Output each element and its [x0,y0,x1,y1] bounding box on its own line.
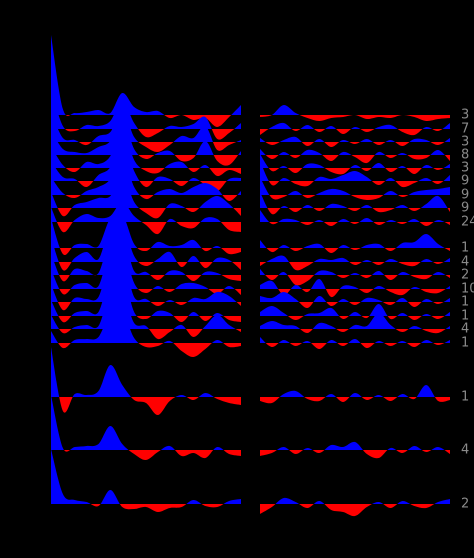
ridge-negative [51,329,241,340]
row-label: 9 [461,201,469,216]
ridge-positive [260,337,450,343]
row-label: 3 [461,108,469,123]
ridge-positive [51,154,241,195]
ridge-negative [260,142,450,148]
ridge-positive [260,255,450,262]
row-label: 1 [461,295,469,310]
ridge-negative [51,248,241,255]
ridge-positive [51,347,241,397]
ridge-positive [260,303,450,316]
ridge-positive [260,312,450,329]
row-label: 7 [461,122,469,137]
ridge-positive [260,149,450,155]
row-label: 4 [461,255,469,270]
ridge-negative [51,504,241,513]
ridge-negative [260,115,450,122]
ridge-negative [51,262,241,271]
ridge-positive [260,233,450,248]
ridge-positive [260,441,450,450]
ridge-positive [51,35,241,115]
ridge-negative [260,248,450,254]
ridge-negative [51,168,241,177]
ridge-negative [260,289,450,298]
ridge-negative [260,329,450,334]
row-label: 1 [461,309,469,324]
row-label: 3 [461,135,469,150]
ridge-positive [260,177,450,195]
ridge-negative [260,343,450,350]
ridge-negative [51,289,241,295]
row-label: 1 [461,241,469,256]
ridge-negative [260,397,450,404]
ridge-negative [51,302,241,311]
ridge-positive [260,161,450,181]
ridge-negative [260,222,450,227]
row-label: 2 [461,268,469,283]
row-label: 9 [461,188,469,203]
ridge-positive [260,122,450,129]
ridge-negative [51,316,241,323]
ridge-negative [51,115,241,128]
ridge-negative [260,208,450,215]
ridge-negative [51,142,241,153]
ridge-negative [260,155,450,164]
ridge-positive [260,497,450,504]
ridge-positive [260,136,450,142]
ridge-negative [260,302,450,309]
ridge-positive [51,173,241,208]
row-label: 1 [461,336,469,351]
ridge-negative [51,397,241,416]
ridge-positive [51,219,241,262]
ridge-negative [51,208,241,219]
ridge-negative [260,504,450,517]
ridge-negative [260,316,450,321]
row-label: 3 [461,161,469,176]
ridge-positive [260,154,450,168]
ridge-negative [51,195,241,202]
ridge-negative [260,168,450,175]
ridge-negative [260,275,450,286]
row-label: 8 [461,148,469,163]
ridge-negative [260,450,450,459]
ridge-negative [260,195,450,201]
ridge-positive [260,104,450,115]
row-label: 4 [461,443,469,458]
ridge-negative [51,155,241,166]
ridge-negative [260,129,450,136]
row-label: 1 [461,390,469,405]
ridge-negative [51,450,241,461]
ridge-negative [51,275,241,282]
row-label: 9 [461,174,469,189]
ridge-positive [260,384,450,397]
ridge-positive [51,287,241,329]
row-label: 24 [461,215,474,230]
row-label: 4 [461,322,469,337]
ridge-negative [51,222,241,235]
ridge-positive [51,252,241,302]
ridge-negative [51,129,241,140]
ridge-positive [260,192,450,208]
row-label: 10 [461,282,474,297]
row-label: 2 [461,497,469,512]
ridge-positive [260,291,450,302]
ridge-negative [51,181,241,192]
ridge-negative [260,262,450,271]
ridge-negative [51,343,241,358]
ridge-positive [260,269,450,275]
ridge-negative [260,181,450,188]
